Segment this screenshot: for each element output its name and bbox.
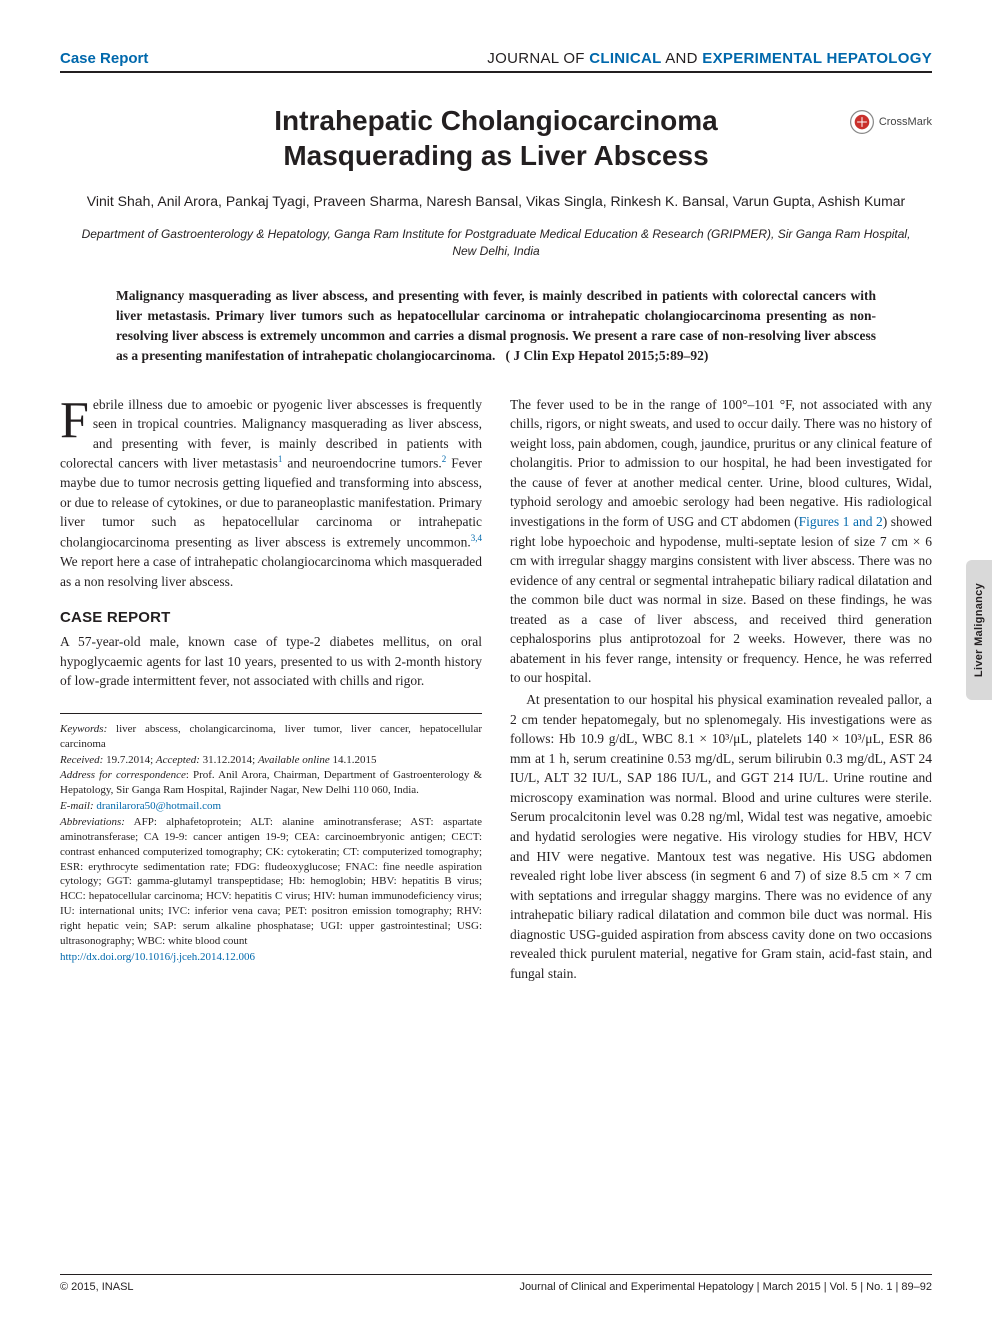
- received-label: Received:: [60, 754, 103, 766]
- page-footer: © 2015, INASL Journal of Clinical and Ex…: [60, 1274, 932, 1293]
- side-tab-label: Liver Malignancy: [973, 583, 985, 677]
- accepted-label: Accepted:: [156, 754, 200, 766]
- address-label: Address for correspondence: [60, 769, 186, 781]
- keywords-label: Keywords:: [60, 723, 107, 735]
- abbrev-label: Abbreviations:: [60, 816, 125, 828]
- page-header: Case Report JOURNAL OF CLINICAL AND EXPE…: [60, 50, 932, 73]
- article-title: Intrahepatic Cholangiocarcinoma Masquera…: [60, 103, 932, 173]
- two-column-body: Febrile illness due to amoebic or pyogen…: [60, 395, 932, 984]
- doi-link[interactable]: http://dx.doi.org/10.1016/j.jceh.2014.12…: [60, 951, 255, 963]
- footer-citation: Journal of Clinical and Experimental Hep…: [519, 1281, 932, 1293]
- right-column: The fever used to be in the range of 100…: [510, 395, 932, 984]
- email-link[interactable]: dranilarora50@hotmail.com: [96, 800, 221, 812]
- section-label: Case Report: [60, 50, 148, 67]
- col2-paragraph-1: The fever used to be in the range of 100…: [510, 395, 932, 688]
- footnotes: Keywords: liver abscess, cholangicarcino…: [60, 713, 482, 965]
- figure-reference[interactable]: Figures 1 and 2: [799, 514, 883, 529]
- intro-paragraph: Febrile illness due to amoebic or pyogen…: [60, 395, 482, 592]
- crossmark-icon: [849, 109, 875, 135]
- ref-3-4[interactable]: 3,4: [471, 533, 482, 543]
- dropcap: F: [60, 395, 93, 443]
- affiliation: Department of Gastroenterology & Hepatol…: [60, 226, 932, 260]
- abstract: Malignancy masquerading as liver abscess…: [60, 286, 932, 367]
- abstract-citation: ( J Clin Exp Hepatol 2015;5:89–92): [506, 348, 709, 363]
- side-tab: Liver Malignancy: [966, 560, 992, 700]
- email-label: E-mail:: [60, 800, 94, 812]
- copyright: © 2015, INASL: [60, 1281, 134, 1293]
- authors: Vinit Shah, Anil Arora, Pankaj Tyagi, Pr…: [60, 191, 932, 212]
- col2-paragraph-2: At presentation to our hospital his phys…: [510, 690, 932, 983]
- left-column: Febrile illness due to amoebic or pyogen…: [60, 395, 482, 984]
- crossmark-badge[interactable]: CrossMark: [849, 109, 932, 135]
- title-block: Intrahepatic Cholangiocarcinoma Masquera…: [60, 103, 932, 173]
- case-report-heading: CASE REPORT: [60, 609, 482, 626]
- online-label: Available online: [258, 754, 330, 766]
- crossmark-label: CrossMark: [879, 116, 932, 128]
- journal-name: JOURNAL OF CLINICAL AND EXPERIMENTAL HEP…: [487, 50, 932, 67]
- case-paragraph-1: A 57-year-old male, known case of type-2…: [60, 632, 482, 691]
